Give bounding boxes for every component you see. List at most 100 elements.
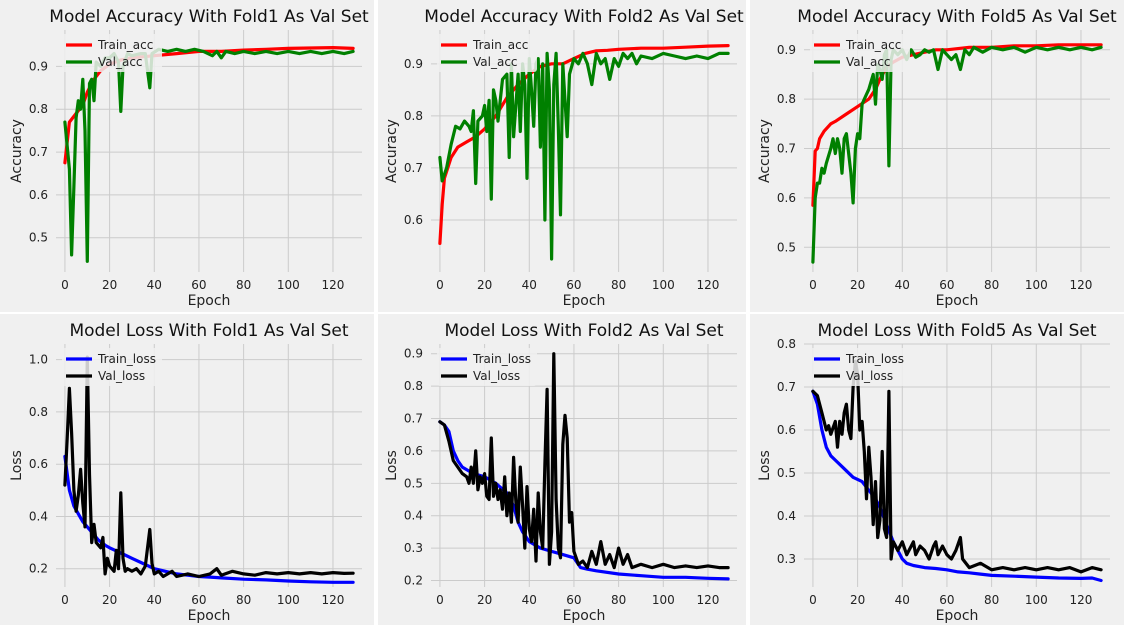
x-tick-label: 60 [939, 593, 954, 607]
y-tick-label: 0.5 [777, 240, 796, 254]
y-tick-label: 0.3 [777, 552, 796, 566]
x-tick-label: 0 [809, 593, 817, 607]
x-tick-label: 120 [697, 593, 720, 607]
x-tick-label: 40 [895, 278, 910, 292]
y-axis-label: Loss [757, 450, 773, 481]
y-tick-label: 0.4 [777, 509, 796, 523]
y-tick-label: 0.9 [404, 57, 423, 71]
chart-panel-1: 0 20 40 60 80 100 120 0.5 0.6 0.7 0.8 0.9 Train_acc V… [0, 0, 374, 312]
x-tick-label: 40 [147, 593, 162, 607]
x-tick-label: 100 [277, 278, 300, 292]
y-tick-label: 0.9 [29, 59, 48, 73]
x-tick-label: 20 [102, 278, 117, 292]
panel-background [750, 0, 1124, 312]
y-tick-label: 0.6 [404, 213, 423, 227]
legend-label: Val_acc [98, 55, 143, 69]
x-axis-label: Epoch [188, 608, 231, 624]
x-axis-label: Epoch [563, 608, 606, 624]
x-tick-label: 100 [652, 593, 675, 607]
x-tick-label: 120 [697, 278, 720, 292]
x-tick-label: 0 [61, 278, 69, 292]
y-tick-label: 0.6 [29, 188, 48, 202]
chart-title: Model Loss With Fold5 As Val Set [817, 321, 1096, 341]
chart-title: Model Accuracy With Fold5 As Val Set [797, 7, 1117, 27]
y-axis-label: Loss [9, 450, 25, 481]
y-tick-label: 0.8 [404, 379, 423, 393]
x-tick-label: 120 [322, 278, 345, 292]
y-tick-label: 0.4 [29, 509, 48, 523]
x-tick-label: 60 [566, 593, 581, 607]
y-tick-label: 0.7 [404, 412, 423, 426]
y-tick-label: 0.6 [404, 444, 423, 458]
x-tick-label: 100 [277, 593, 300, 607]
legend-label: Train_acc [472, 38, 528, 52]
x-tick-label: 80 [611, 593, 626, 607]
x-tick-label: 0 [61, 593, 69, 607]
y-axis-label: Loss [384, 450, 400, 481]
x-tick-label: 60 [566, 278, 581, 292]
x-axis-label: Epoch [563, 293, 606, 309]
x-tick-label: 100 [1025, 278, 1048, 292]
y-tick-label: 0.2 [29, 562, 48, 576]
series-line-val-loss [811, 359, 1103, 574]
x-tick-label: 80 [611, 278, 626, 292]
legend-label: Train_loss [97, 352, 156, 366]
legend-label: Val_acc [473, 55, 518, 69]
y-tick-label: 0.5 [777, 466, 796, 480]
x-axis-label: Epoch [936, 608, 979, 624]
chart-title: Model Accuracy With Fold2 As Val Set [424, 7, 744, 27]
chart-panel-3: 0 20 40 60 80 100 120 0.5 0.6 0.7 0.8 0.9 Train_acc V… [750, 0, 1124, 312]
chart-panel-4: 0 20 40 60 80 100 120 0.2 0.4 0.6 0.8 1.0 Train_loss… [0, 314, 374, 625]
y-tick-label: 0.2 [404, 574, 423, 588]
panel-background [0, 314, 374, 625]
y-tick-label: 0.8 [29, 405, 48, 419]
legend-label: Train_acc [97, 38, 153, 52]
legend-label: Val_loss [473, 369, 520, 383]
x-tick-label: 80 [984, 593, 999, 607]
x-tick-label: 0 [809, 278, 817, 292]
x-tick-label: 40 [522, 593, 537, 607]
chart-title: Model Loss With Fold2 As Val Set [444, 321, 723, 341]
series-line-train-loss [811, 389, 1103, 583]
x-tick-label: 100 [1025, 593, 1048, 607]
legend-label: Val_loss [98, 369, 145, 383]
y-tick-label: 0.5 [404, 476, 423, 490]
chart-title: Model Accuracy With Fold1 As Val Set [49, 7, 369, 27]
x-tick-label: 120 [1070, 278, 1093, 292]
y-tick-label: 0.7 [777, 142, 796, 156]
x-tick-label: 80 [984, 278, 999, 292]
x-tick-label: 120 [322, 593, 345, 607]
y-tick-label: 0.6 [777, 191, 796, 205]
y-tick-label: 0.8 [29, 102, 48, 116]
chart-panel-6: 0 20 40 60 80 100 120 0.3 0.4 0.5 0.6 0.7 0.8 Train_l… [750, 314, 1124, 625]
y-axis-label: Accuracy [757, 119, 773, 183]
y-tick-label: 0.7 [29, 145, 48, 159]
y-tick-label: 0.3 [404, 541, 423, 555]
x-tick-label: 20 [850, 278, 865, 292]
y-tick-label: 1.0 [29, 353, 48, 367]
x-tick-label: 60 [191, 278, 206, 292]
x-tick-label: 0 [436, 278, 444, 292]
legend-label: Train_loss [845, 352, 904, 366]
x-tick-label: 120 [1070, 593, 1093, 607]
series-line-val-acc [438, 51, 730, 261]
x-tick-label: 20 [477, 278, 492, 292]
chart-panel-2: 0 20 40 60 80 100 120 0.6 0.7 0.8 0.9 Train_acc Val_… [378, 0, 746, 312]
chart-panel-5: 0 20 40 60 80 100 120 0.2 0.3 0.4 0.5 0.6 0.7 0.8 0.9 T… [378, 314, 746, 625]
x-tick-label: 20 [477, 593, 492, 607]
series-line-train-loss [438, 420, 730, 581]
x-axis-label: Epoch [188, 293, 231, 309]
x-tick-label: 100 [652, 278, 675, 292]
y-tick-label: 0.7 [777, 380, 796, 394]
y-tick-label: 0.6 [29, 457, 48, 471]
series-line-val-loss [438, 352, 730, 570]
series-line-train-acc [438, 43, 730, 245]
x-tick-label: 40 [522, 278, 537, 292]
legend-label: Train_acc [845, 38, 901, 52]
y-tick-label: 0.6 [777, 423, 796, 437]
y-tick-label: 0.8 [777, 337, 796, 351]
y-axis-label: Accuracy [9, 119, 25, 183]
x-tick-label: 20 [850, 593, 865, 607]
y-axis-label: Accuracy [384, 119, 400, 183]
